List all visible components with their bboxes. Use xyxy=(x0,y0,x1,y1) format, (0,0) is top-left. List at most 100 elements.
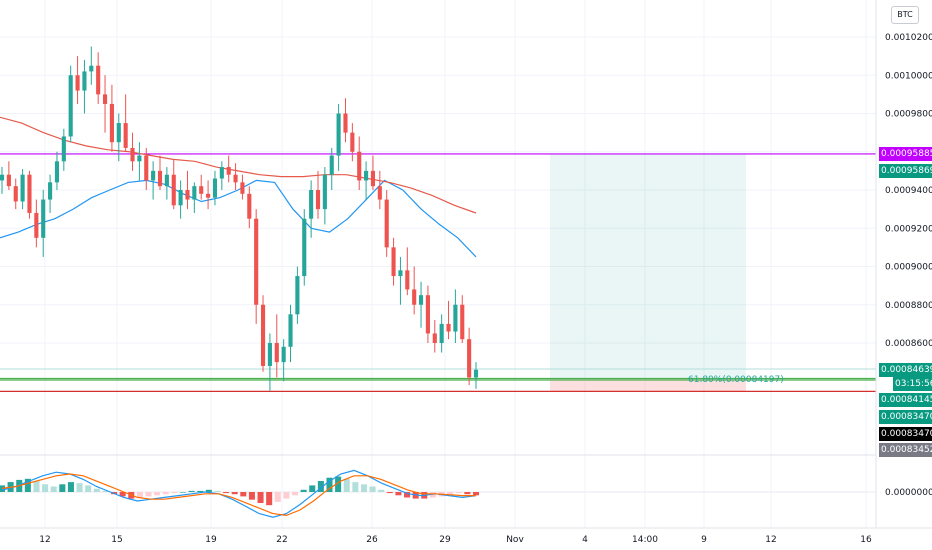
price-tick-label: 0.00000000 xyxy=(885,488,932,498)
candle-body xyxy=(206,193,211,198)
macd-histogram-bar xyxy=(240,492,247,497)
macd-histogram-bar xyxy=(317,481,324,492)
candle-body xyxy=(6,174,11,187)
candle-body xyxy=(48,182,53,200)
macd-histogram-bar xyxy=(179,492,186,493)
candle-body xyxy=(425,295,430,334)
long-position-tool[interactable] xyxy=(550,154,746,392)
time-tick-label: 14:00 xyxy=(632,535,658,545)
time-tick-label: 12 xyxy=(765,535,776,545)
macd-histogram-bar xyxy=(257,492,264,503)
candle-body xyxy=(398,270,403,277)
price-badge-entry: 0.00084145 xyxy=(879,393,932,407)
macd-histogram-bar xyxy=(50,486,57,492)
macd-histogram-bar xyxy=(162,492,169,495)
macd-histogram-bar xyxy=(386,492,393,494)
candle-body xyxy=(260,304,266,366)
candle-body xyxy=(137,155,142,162)
candle-body xyxy=(233,174,238,183)
price-badge-last: 0.00084639 xyxy=(879,363,932,377)
time-tick-label: 9 xyxy=(701,535,707,545)
macd-histogram-bar xyxy=(378,489,385,492)
macd-histogram-bar xyxy=(404,492,411,498)
macd-histogram-bar xyxy=(24,478,31,492)
macd-histogram-bar xyxy=(292,492,299,496)
macd-histogram-bar xyxy=(274,492,281,502)
candle-body xyxy=(96,65,101,95)
candle-body xyxy=(41,199,46,238)
candle-body xyxy=(364,170,369,181)
macd-histogram-bar xyxy=(171,492,178,494)
candle-body xyxy=(322,174,327,210)
candle-body xyxy=(336,113,341,156)
time-axis[interactable]: 12 15 19 22 26 29 Nov 4 14:00 9 12 16 xyxy=(0,527,932,545)
candle-body xyxy=(178,190,183,206)
macd-histogram-bar xyxy=(223,492,230,494)
macd-histogram-bar xyxy=(360,484,367,492)
position-loss-zone xyxy=(550,378,746,392)
macd-histogram-bar xyxy=(395,492,402,496)
candle-body xyxy=(130,147,135,162)
macd-histogram-bar xyxy=(464,492,471,495)
macd-histogram-bar xyxy=(455,492,462,494)
ema-short-line xyxy=(0,179,477,258)
candle-body xyxy=(473,369,479,378)
candle-body xyxy=(61,136,66,162)
candle-body xyxy=(164,174,169,187)
candle-body xyxy=(144,155,149,181)
time-tick-label: 22 xyxy=(276,535,287,545)
candle-body xyxy=(13,186,18,202)
macd-histogram-bar xyxy=(352,482,359,492)
macd-histogram-bar xyxy=(447,492,454,495)
candle-body xyxy=(391,247,396,277)
macd-histogram-bar xyxy=(67,482,74,492)
candle-body xyxy=(151,170,156,181)
macd-histogram-bar xyxy=(102,490,109,492)
macd-histogram-bar xyxy=(369,486,376,492)
candle-body xyxy=(199,186,204,194)
candle-body xyxy=(309,190,314,219)
macd-histogram-bar xyxy=(309,485,316,492)
macd-histogram-bar xyxy=(197,490,204,492)
price-badge-gray: 0.00083452 xyxy=(879,443,932,457)
candle-body xyxy=(82,71,87,91)
candle-body xyxy=(418,295,424,305)
candle-body xyxy=(27,174,32,213)
candlestick-series xyxy=(0,46,479,391)
macd-histogram-bar xyxy=(119,492,126,497)
time-tick-label: 29 xyxy=(439,535,451,545)
candle-body xyxy=(109,103,114,143)
candle-body xyxy=(34,212,39,238)
candle-body xyxy=(219,167,224,179)
macd-histogram-bar xyxy=(472,492,480,496)
price-badge-purple-line: 0.00095885 xyxy=(879,147,932,161)
ema-long-line xyxy=(0,116,477,214)
candle-body xyxy=(295,276,300,315)
candle-body xyxy=(439,323,444,343)
candle-body xyxy=(247,193,252,219)
time-tick-label: 15 xyxy=(111,535,122,545)
time-tick-label: 26 xyxy=(366,535,378,545)
bar-countdown: 03:15:56 xyxy=(893,377,932,391)
macd-histogram-bar xyxy=(85,485,92,492)
macd-histogram-bar xyxy=(188,490,195,492)
candle-body xyxy=(123,123,128,148)
currency-label[interactable]: BTC xyxy=(891,6,919,24)
macd-histogram-bar xyxy=(42,484,49,492)
time-tick-label: 19 xyxy=(205,535,217,545)
candle-body xyxy=(54,161,60,183)
macd-histogram-bar xyxy=(335,476,342,492)
candle-body xyxy=(343,113,348,133)
horizontal-levels[interactable] xyxy=(0,153,876,392)
position-profit-zone xyxy=(550,154,746,379)
candle-body xyxy=(192,186,197,200)
candle-body xyxy=(288,314,293,347)
candle-body xyxy=(75,75,80,91)
macd-histogram-bar xyxy=(214,490,221,492)
